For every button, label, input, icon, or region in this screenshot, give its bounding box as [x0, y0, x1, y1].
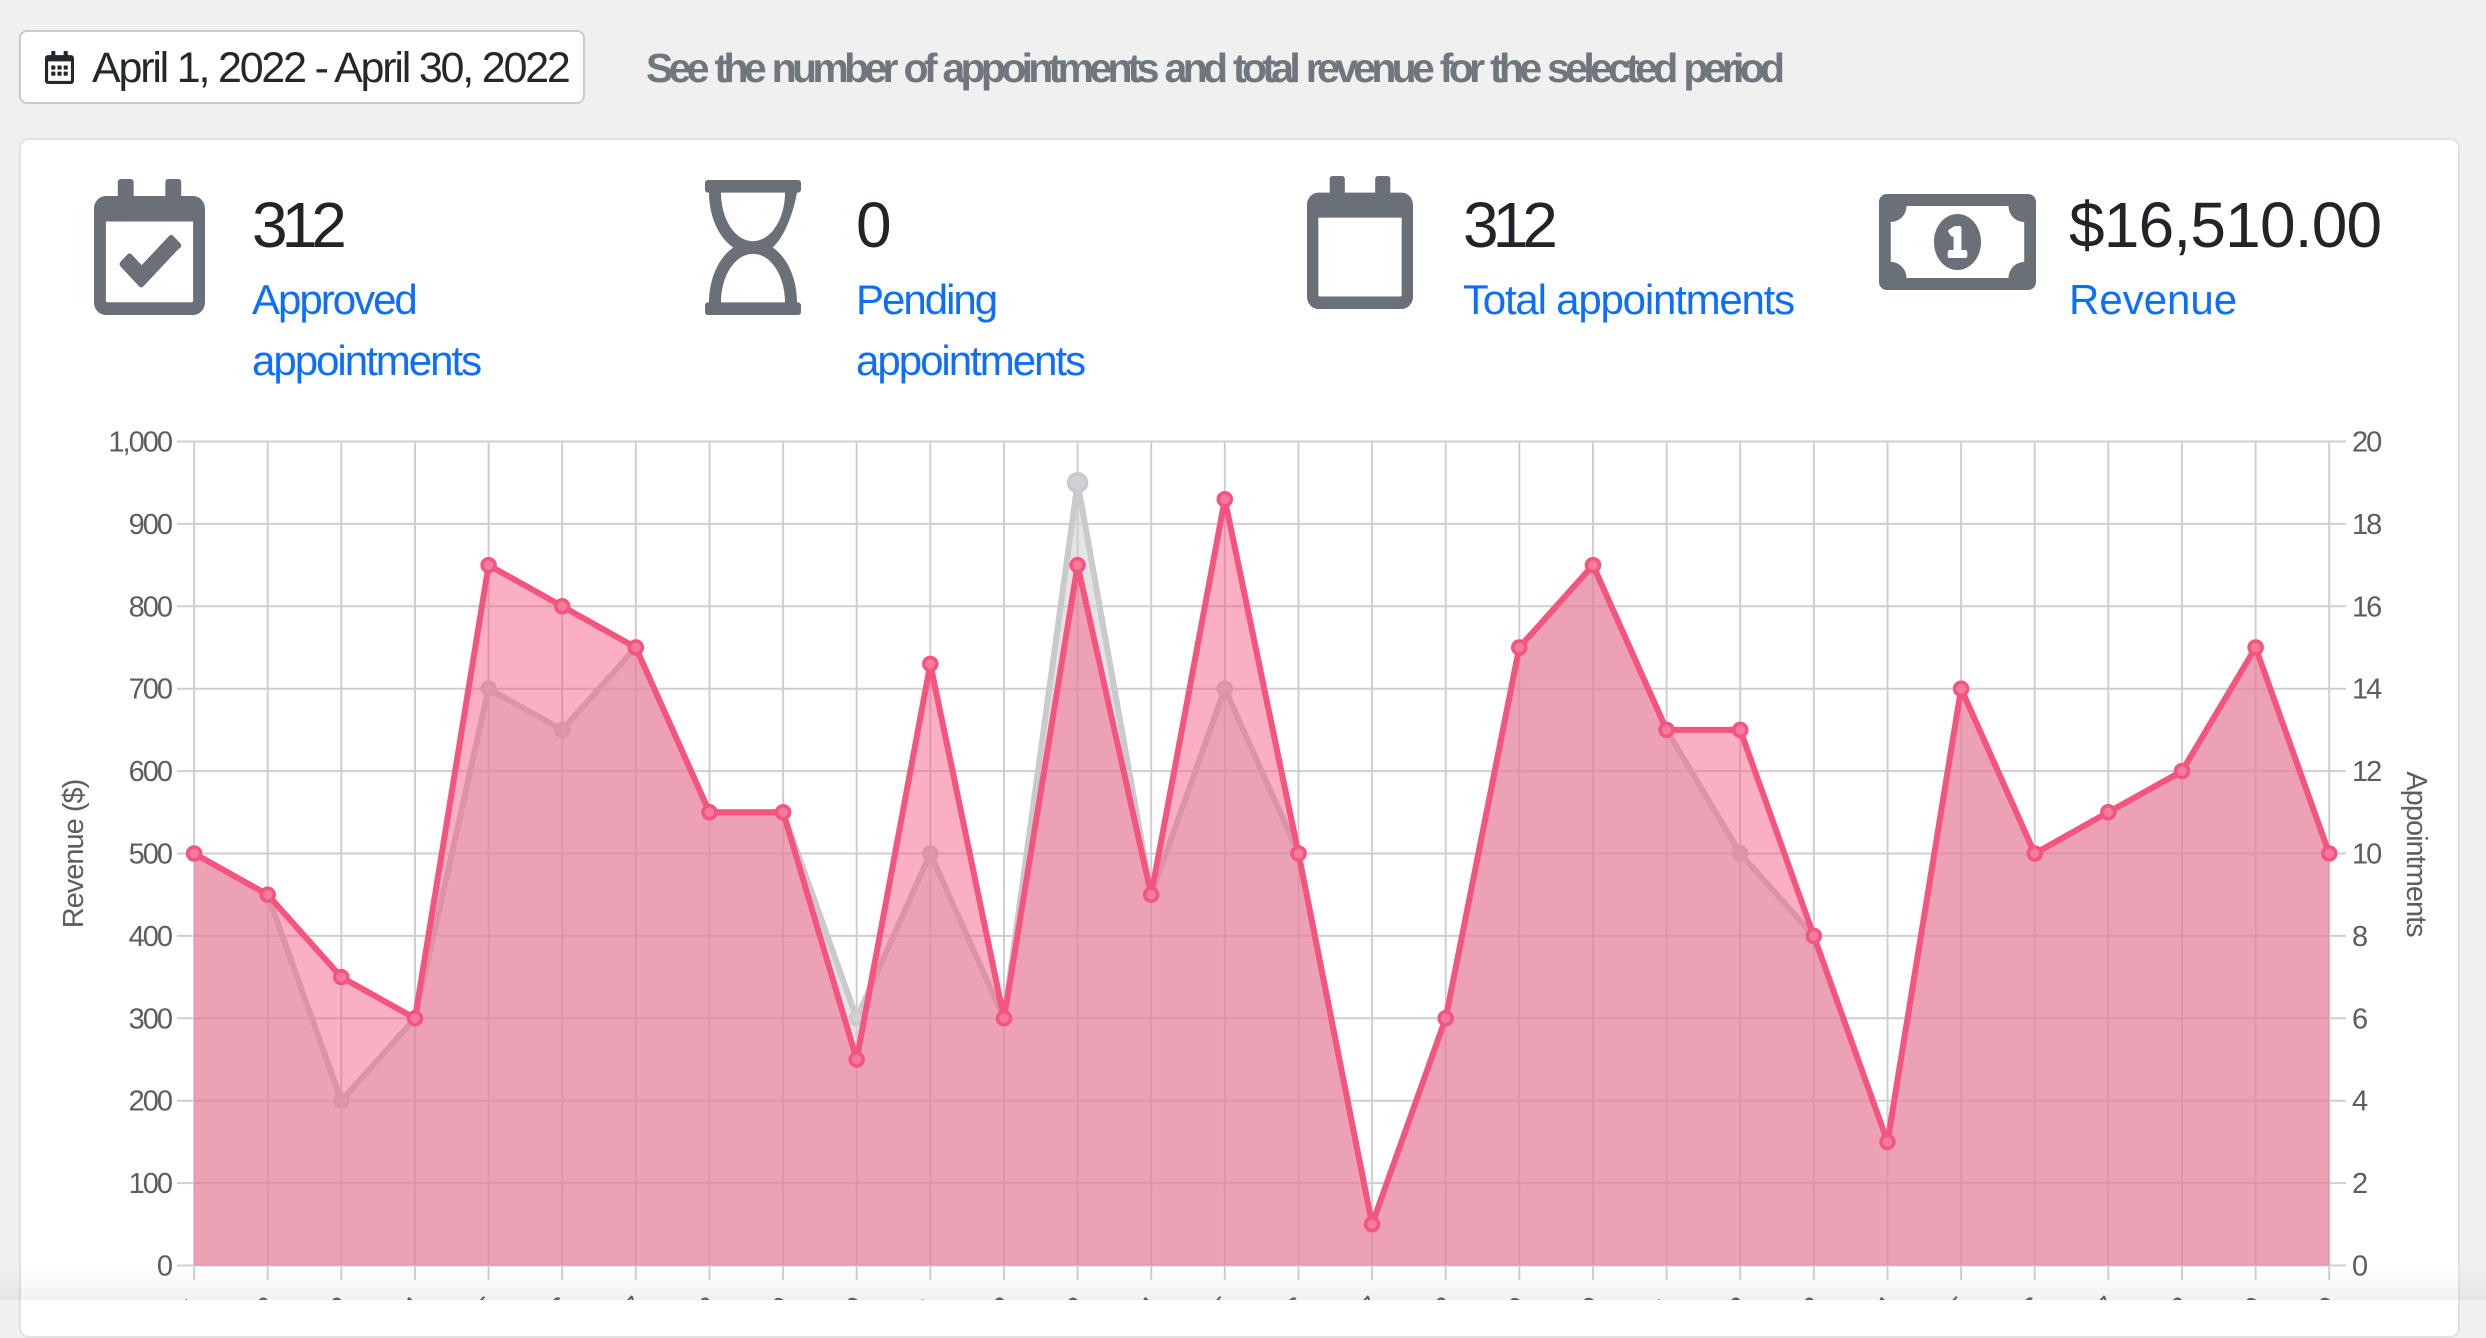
svg-text:10: 10: [2352, 839, 2381, 871]
svg-text:100: 100: [129, 1168, 172, 1200]
svg-text:12: 12: [2352, 756, 2381, 788]
svg-text:6: 6: [2352, 1003, 2367, 1035]
svg-text:700: 700: [129, 674, 172, 706]
svg-text:500: 500: [129, 839, 172, 871]
svg-text:1,000: 1,000: [108, 427, 171, 459]
svg-text:Appointments: Appointments: [2400, 771, 2432, 937]
svg-text:18: 18: [2352, 509, 2381, 541]
svg-text:200: 200: [129, 1086, 172, 1118]
svg-text:0: 0: [157, 1251, 172, 1283]
svg-text:14: 14: [2352, 674, 2382, 706]
svg-text:400: 400: [129, 921, 172, 953]
svg-text:0: 0: [2352, 1251, 2367, 1283]
svg-text:16: 16: [2352, 591, 2381, 623]
svg-text:800: 800: [129, 591, 172, 623]
svg-text:4: 4: [2352, 1086, 2368, 1118]
svg-text:2: 2: [2352, 1168, 2367, 1200]
svg-text:8: 8: [2352, 921, 2367, 953]
svg-text:20: 20: [2352, 427, 2381, 459]
svg-text:600: 600: [129, 756, 172, 788]
svg-text:300: 300: [129, 1003, 172, 1035]
svg-text:900: 900: [129, 509, 172, 541]
svg-text:Revenue ($): Revenue ($): [58, 780, 90, 929]
